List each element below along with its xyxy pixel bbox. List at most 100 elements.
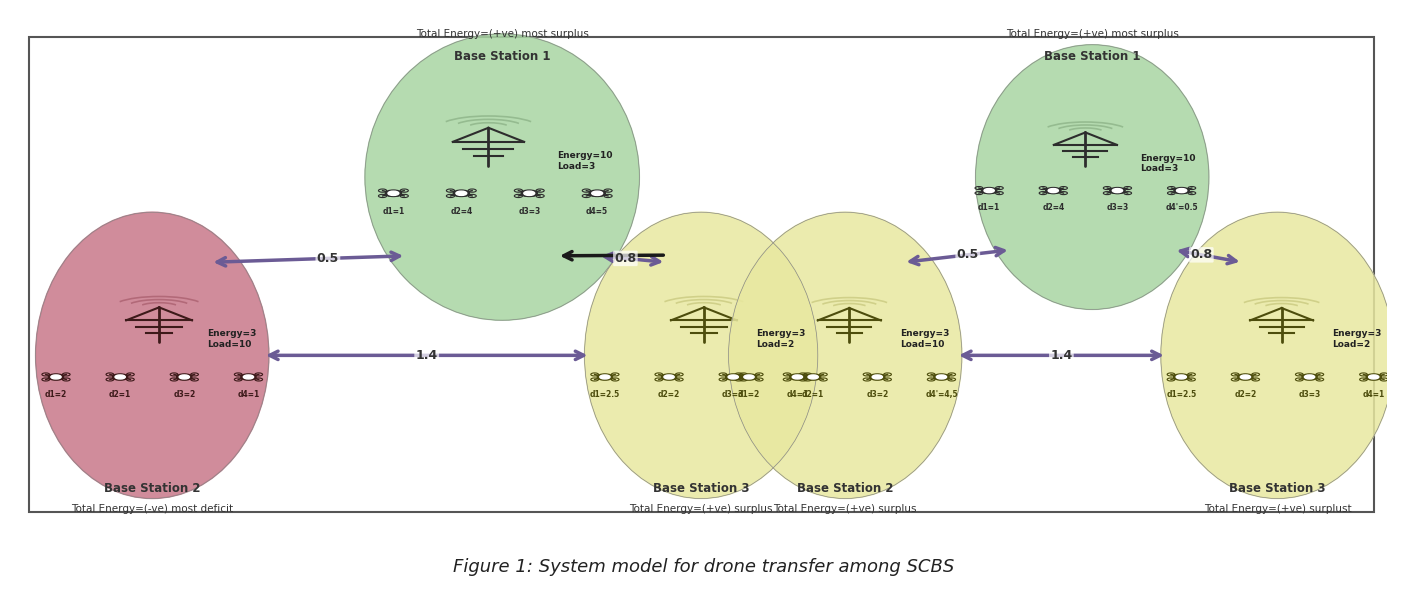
Circle shape [589, 190, 605, 197]
FancyArrowPatch shape [1180, 248, 1236, 264]
Circle shape [1110, 188, 1125, 194]
Text: d4=1: d4=1 [786, 390, 808, 399]
FancyArrowPatch shape [910, 248, 1004, 265]
Circle shape [179, 375, 190, 379]
Text: Base Station 1: Base Station 1 [453, 50, 551, 63]
Circle shape [1366, 374, 1381, 380]
Circle shape [790, 374, 805, 380]
Ellipse shape [1160, 212, 1394, 498]
Ellipse shape [728, 212, 962, 498]
Circle shape [244, 375, 253, 379]
Text: Energy=3
Load=2: Energy=3 Load=2 [756, 330, 805, 349]
Text: d1=1: d1=1 [979, 203, 1000, 212]
Circle shape [1173, 374, 1188, 380]
Text: Base Station 2: Base Station 2 [797, 482, 894, 495]
Circle shape [1176, 375, 1187, 379]
Ellipse shape [976, 45, 1209, 309]
Circle shape [241, 374, 256, 380]
Text: Total Energy=(+ve) surplus: Total Energy=(+ve) surplus [773, 504, 917, 514]
Circle shape [600, 375, 610, 379]
Circle shape [1369, 375, 1378, 379]
Circle shape [115, 375, 125, 379]
Text: d3=3: d3=3 [722, 390, 745, 399]
Text: d1=1: d1=1 [383, 207, 404, 216]
Circle shape [981, 188, 997, 194]
Text: d1=2.5: d1=2.5 [1166, 390, 1197, 399]
Circle shape [870, 374, 886, 380]
Text: d3=2: d3=2 [866, 390, 888, 399]
Text: 1.4: 1.4 [1050, 349, 1073, 362]
Text: Total Energy=(+ve) surplust: Total Energy=(+ve) surplust [1204, 504, 1352, 514]
Text: d4'=4,5: d4'=4,5 [925, 390, 957, 399]
Circle shape [1174, 188, 1190, 194]
Circle shape [1238, 374, 1253, 380]
Text: d3=3: d3=3 [1107, 203, 1129, 212]
Circle shape [741, 374, 756, 380]
Circle shape [1240, 375, 1250, 379]
Text: Energy=3
Load=10: Energy=3 Load=10 [207, 330, 256, 349]
Circle shape [743, 375, 755, 379]
Circle shape [48, 374, 63, 380]
FancyArrowPatch shape [217, 252, 400, 266]
Circle shape [872, 375, 883, 379]
Text: 0.5: 0.5 [317, 252, 339, 265]
Text: Total Energy=(-ve) most deficit: Total Energy=(-ve) most deficit [72, 504, 234, 514]
Circle shape [662, 374, 677, 380]
Circle shape [934, 374, 949, 380]
Text: 1.4: 1.4 [415, 349, 438, 362]
Circle shape [591, 191, 603, 195]
Text: d1=2: d1=2 [45, 390, 68, 399]
Ellipse shape [584, 212, 818, 498]
FancyArrowPatch shape [270, 351, 584, 359]
Circle shape [1048, 188, 1059, 192]
Text: d4=5: d4=5 [586, 207, 608, 216]
FancyArrowPatch shape [605, 253, 659, 265]
Circle shape [725, 374, 741, 380]
Circle shape [453, 190, 469, 197]
Circle shape [456, 191, 467, 195]
Circle shape [1304, 375, 1315, 379]
Text: d4=1: d4=1 [238, 390, 259, 399]
Text: d1=2: d1=2 [738, 390, 760, 399]
Text: d4=1: d4=1 [1363, 390, 1385, 399]
Bar [28, 37, 1374, 512]
Text: 0.8: 0.8 [614, 252, 636, 265]
Circle shape [1112, 188, 1122, 192]
Circle shape [389, 191, 398, 195]
Circle shape [524, 191, 535, 195]
Text: 0.8: 0.8 [1190, 248, 1212, 261]
Text: Base Station 3: Base Station 3 [653, 482, 749, 495]
Text: d2=4: d2=4 [1042, 203, 1064, 212]
Circle shape [386, 190, 401, 197]
Circle shape [176, 374, 191, 380]
Circle shape [1177, 188, 1187, 192]
Text: Base Station 3: Base Station 3 [1229, 482, 1326, 495]
Text: d3=3: d3=3 [1298, 390, 1321, 399]
Text: 0.5: 0.5 [956, 248, 979, 261]
Text: d2=1: d2=1 [108, 390, 131, 399]
Text: d3=2: d3=2 [173, 390, 196, 399]
Text: d4'=0.5: d4'=0.5 [1166, 203, 1198, 212]
Text: Energy=10
Load=3: Energy=10 Load=3 [558, 151, 612, 170]
Text: Base Station 2: Base Station 2 [104, 482, 200, 495]
Circle shape [597, 374, 612, 380]
Text: d2=4: d2=4 [451, 207, 473, 216]
Text: Figure 1: System model for drone transfer among SCBS: Figure 1: System model for drone transfe… [453, 558, 955, 576]
Text: d1=2.5: d1=2.5 [590, 390, 620, 399]
Circle shape [936, 375, 946, 379]
Circle shape [51, 375, 61, 379]
Circle shape [1046, 188, 1062, 194]
Text: Total Energy=(+ve) most surplus: Total Energy=(+ve) most surplus [1005, 29, 1178, 39]
Circle shape [521, 190, 538, 197]
Circle shape [793, 375, 803, 379]
Text: d2=2: d2=2 [1235, 390, 1256, 399]
Text: Total Energy=(+ve) surplus: Total Energy=(+ve) surplus [629, 504, 773, 514]
Circle shape [113, 374, 128, 380]
Circle shape [665, 375, 674, 379]
Text: Total Energy=(+ve) most surplus: Total Energy=(+ve) most surplus [415, 29, 589, 39]
Circle shape [805, 374, 821, 380]
Text: Energy=3
Load=2: Energy=3 Load=2 [1332, 330, 1381, 349]
Circle shape [1302, 374, 1318, 380]
FancyArrowPatch shape [563, 251, 663, 260]
Text: d2=1: d2=1 [803, 390, 824, 399]
